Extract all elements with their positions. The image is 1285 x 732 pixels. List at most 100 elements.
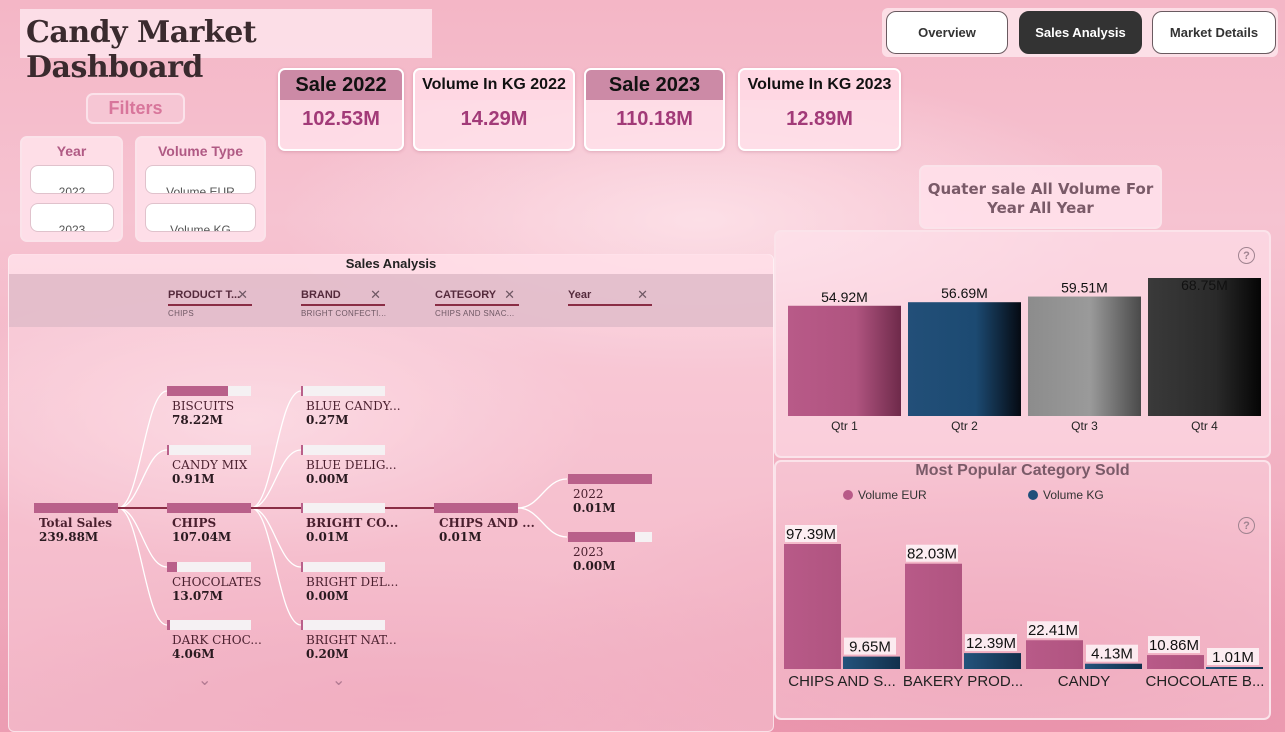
- tree-level-bar: [9, 274, 773, 327]
- node-bar-fill: [167, 386, 229, 396]
- data-label: 56.69M: [941, 285, 988, 301]
- node-bar-track: [301, 562, 385, 572]
- nav-market-details-button[interactable]: Market Details: [1152, 11, 1276, 54]
- legend-swatch: [843, 490, 853, 500]
- help-icon[interactable]: ?: [1238, 247, 1255, 264]
- year-option-2022[interactable]: 2022: [30, 165, 114, 194]
- node-label: BRIGHT DEL...: [306, 575, 399, 589]
- kpi-sale-2023: Sale 2023 110.18M: [584, 68, 725, 151]
- close-icon[interactable]: ✕: [237, 287, 248, 302]
- close-icon[interactable]: ✕: [370, 287, 381, 302]
- node-value: 0.01M: [573, 501, 616, 515]
- node-bar-fill: [434, 503, 518, 513]
- x-tick-label: Qtr 2: [951, 419, 978, 433]
- quarter-chart-title: Quater sale All Volume For Year All Year: [919, 165, 1162, 229]
- x-tick-label: BAKERY PROD...: [903, 673, 1023, 690]
- node-value: 13.07M: [172, 589, 223, 603]
- data-label: 12.39M: [966, 635, 1016, 652]
- data-label-background: [844, 637, 896, 655]
- bar-qtr-4[interactable]: [1148, 278, 1261, 416]
- bar-volume-kg[interactable]: [843, 656, 900, 669]
- volume-type-option-kg[interactable]: Volume KG: [145, 203, 256, 232]
- bar-volume-eur[interactable]: [1147, 655, 1204, 669]
- chevron-down-icon[interactable]: ⌄: [198, 672, 212, 689]
- level-brand: BRAND ✕ BRIGHT CONFECTI...: [301, 287, 386, 320]
- node-label: BLUE CANDY...: [306, 399, 401, 413]
- level-underline: [568, 304, 652, 306]
- bar-volume-kg[interactable]: [1085, 663, 1142, 669]
- level-selection: CHIPS AND SNAC...: [435, 309, 515, 318]
- node-bar-fill: [34, 503, 118, 513]
- kpi-label: Sale 2023: [586, 70, 723, 100]
- x-tick-label: Qtr 3: [1071, 419, 1098, 433]
- bar-volume-kg[interactable]: [1206, 667, 1263, 669]
- data-label-background: [965, 634, 1017, 652]
- volume-type-option-eur[interactable]: Volume EUR: [145, 165, 256, 194]
- bar-qtr-3[interactable]: [1028, 296, 1141, 416]
- nav-overview-button[interactable]: Overview: [886, 11, 1008, 54]
- close-icon[interactable]: ✕: [504, 287, 515, 302]
- bar-volume-eur[interactable]: [905, 563, 962, 669]
- node-bar-fill: [301, 445, 303, 455]
- data-label-background: [785, 525, 837, 542]
- bar-qtr-2[interactable]: [908, 302, 1021, 416]
- data-label: 9.65M: [849, 639, 891, 656]
- legend-label: Volume KG: [1043, 488, 1104, 502]
- x-tick-label: Qtr 1: [831, 419, 858, 433]
- node-label: DARK CHOC...: [172, 633, 262, 647]
- level-underline: [301, 304, 385, 306]
- node-bar-track: [167, 445, 251, 455]
- kpi-label: Volume In KG 2022: [415, 70, 573, 100]
- legend-item-volume-kg[interactable]: Volume KG: [1028, 488, 1104, 502]
- node-value: 0.20M: [306, 647, 349, 661]
- node-bar-fill: [167, 503, 251, 513]
- level-product-type: PRODUCT T... ✕ CHIPS: [168, 287, 252, 320]
- year-slicer: Year 2022 2023: [20, 136, 123, 242]
- node-bar-fill: [167, 445, 169, 455]
- level-category: CATEGORY ✕ CHIPS AND SNAC...: [435, 287, 519, 320]
- node-value: 0.00M: [306, 472, 349, 486]
- level-underline: [435, 304, 519, 306]
- sales-analysis-title: Sales Analysis: [9, 254, 773, 274]
- nav-sales-analysis-button[interactable]: Sales Analysis: [1019, 11, 1142, 54]
- filters-title: Filters: [86, 93, 185, 124]
- bar-volume-kg[interactable]: [964, 653, 1021, 669]
- volume-type-slicer-label: Volume Type: [157, 143, 244, 159]
- node-label: BISCUITS: [172, 399, 235, 413]
- node-bar-track: [301, 620, 385, 630]
- bar-qtr-1[interactable]: [788, 305, 901, 416]
- node-bar-track: [301, 386, 385, 396]
- node-value: 78.22M: [172, 413, 223, 427]
- kpi-value: 12.89M: [786, 108, 853, 130]
- node-label: CHIPS AND ...: [439, 516, 535, 530]
- node-bar-track: [167, 562, 251, 572]
- bar-volume-eur[interactable]: [784, 544, 841, 669]
- level-selection: CHIPS: [168, 309, 194, 318]
- node-value: 4.06M: [172, 647, 215, 661]
- kpi-label: Sale 2022: [280, 70, 402, 100]
- level-name: CATEGORY: [435, 289, 497, 301]
- close-icon[interactable]: ✕: [637, 287, 648, 302]
- data-label-background: [1148, 636, 1200, 654]
- year-option-2023[interactable]: 2023: [30, 203, 114, 232]
- legend-label: Volume EUR: [858, 488, 927, 502]
- x-tick-label: CANDY: [1058, 673, 1111, 690]
- kpi-volume-kg-2023: Volume In KG 2023 12.89M: [738, 68, 901, 151]
- data-label-background: [1027, 621, 1079, 639]
- help-icon[interactable]: ?: [1238, 517, 1255, 534]
- chevron-down-icon[interactable]: ⌄: [332, 672, 346, 689]
- kpi-value: 14.29M: [460, 108, 528, 130]
- node-value: 0.00M: [573, 559, 616, 573]
- node-value: 107.04M: [172, 530, 232, 544]
- node-value: 0.27M: [306, 413, 349, 427]
- node-label: CANDY MIX: [172, 458, 248, 472]
- legend-swatch: [1028, 490, 1038, 500]
- data-label: 22.41M: [1028, 622, 1078, 639]
- data-label: 4.13M: [1091, 646, 1133, 663]
- node-label: CHIPS: [172, 516, 217, 530]
- bar-volume-eur[interactable]: [1026, 640, 1083, 669]
- kpi-label: Volume In KG 2023: [740, 70, 899, 100]
- node-label: 2023: [573, 545, 604, 559]
- legend-item-volume-eur[interactable]: Volume EUR: [843, 488, 927, 502]
- data-label-background: [1086, 644, 1138, 662]
